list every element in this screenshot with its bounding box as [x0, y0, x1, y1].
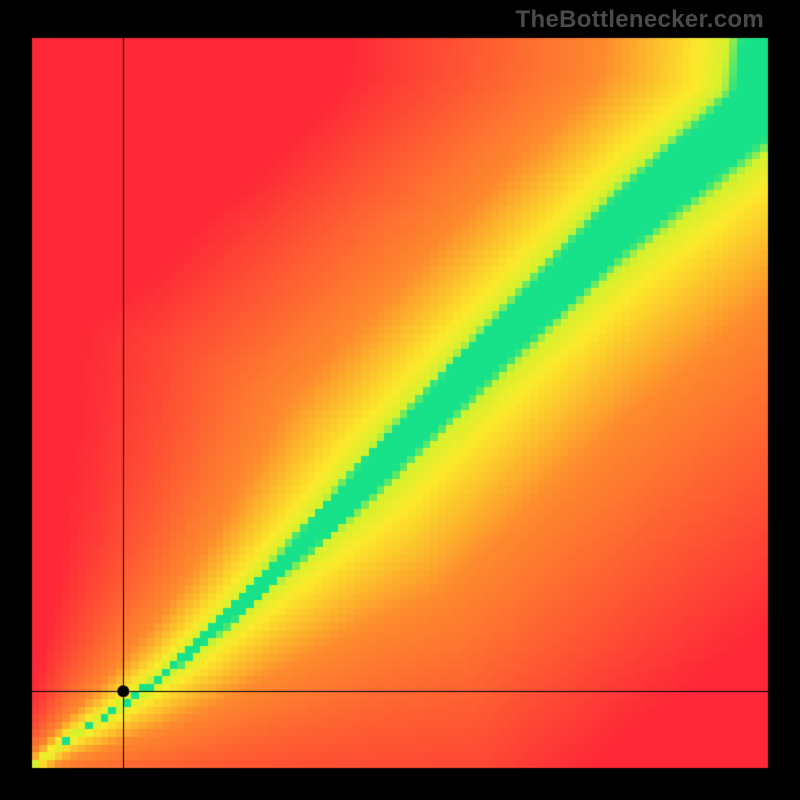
- chart-container: TheBottlenecker.com: [0, 0, 800, 800]
- watermark-text: TheBottlenecker.com: [516, 6, 764, 34]
- heatmap-canvas: [0, 0, 800, 800]
